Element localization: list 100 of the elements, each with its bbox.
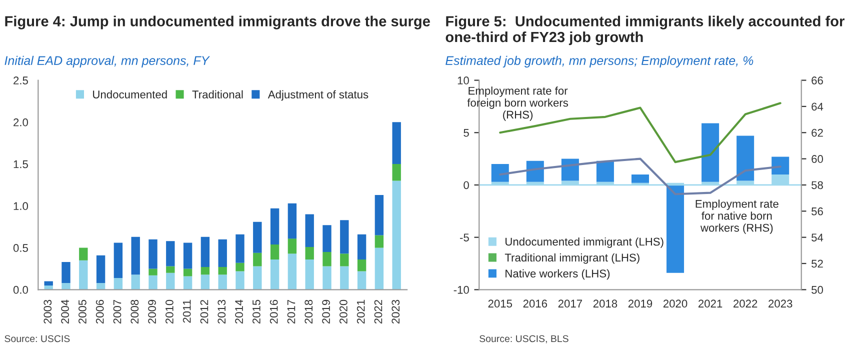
annotation: Employment rate for native born workers (RHS) [696, 200, 778, 234]
x-tick-label: 2015 [252, 300, 260, 324]
bar [166, 266, 175, 273]
y-tick-label: 1.0 [14, 202, 28, 210]
bar [183, 276, 192, 290]
bar [270, 244, 280, 260]
bar [374, 195, 384, 236]
x-tick-label: 2019 [322, 300, 330, 324]
line-series [499, 158, 782, 196]
bar [392, 164, 401, 181]
x-tick-label: 2010 [166, 300, 174, 324]
x-tick-label: 2013 [218, 300, 226, 324]
chart-title: Figure 5: Undocumented immigrants likely accounted for one-third of FY23 job growth [446, 16, 844, 46]
bar [322, 225, 332, 252]
x-tick-label: 2015 [488, 300, 512, 308]
y-tick-label: 10 [458, 76, 469, 84]
bar [736, 136, 754, 181]
x-tick-label: 2020 [663, 300, 688, 308]
x-tick-label: 2020 [340, 300, 348, 324]
x-tick-label: 2011 [182, 300, 191, 323]
bar [374, 235, 384, 248]
bar [392, 122, 401, 164]
bar [79, 248, 88, 260]
bar [322, 266, 332, 290]
bar [491, 164, 509, 182]
bar [131, 236, 140, 275]
bar [340, 220, 349, 254]
bar [666, 184, 684, 273]
bar [183, 242, 192, 269]
bar [218, 274, 227, 290]
legend-label: Traditional immigrant (LHS) [504, 253, 640, 264]
y-tick-label: -10 [454, 286, 469, 294]
x-tick-label: 2016 [270, 300, 278, 324]
x-tick-label: 2005 [78, 300, 86, 324]
bar [200, 236, 210, 268]
bar [236, 234, 244, 263]
bar [218, 267, 227, 275]
x-tick-label: 2018 [593, 300, 618, 308]
bar [44, 281, 53, 286]
x-tick-label: 2008 [130, 300, 139, 324]
y-tick-label: 0 [464, 181, 469, 190]
bar [253, 252, 262, 266]
bar [288, 203, 297, 239]
bar [253, 266, 262, 290]
bar [79, 260, 88, 290]
bar [183, 268, 192, 276]
x-tick-label: 2018 [304, 300, 313, 324]
y2-tick-label: 62 [812, 128, 823, 137]
legend-label: Native workers (LHS) [506, 269, 610, 280]
bar [526, 160, 544, 182]
y2-tick-label: 60 [812, 155, 824, 163]
bar [166, 272, 175, 290]
y-tick-label: -5 [460, 234, 469, 242]
legend-label: Undocumented [93, 90, 167, 98]
legend-label: Undocumented immigrant (LHS) [506, 237, 664, 248]
x-tick-label: 2004 [61, 300, 69, 324]
x-tick-label: 2003 [44, 300, 52, 324]
bar [62, 262, 70, 283]
bar [305, 246, 314, 260]
x-tick-label: 2016 [523, 300, 548, 308]
bar [357, 271, 366, 290]
y-tick-label: 0.5 [13, 244, 28, 252]
y2-tick-label: 64 [812, 102, 824, 111]
legend-label: Adjustment of status [268, 90, 368, 101]
x-tick-label: 2009 [148, 300, 156, 324]
bar [631, 174, 649, 183]
x-tick-label: 2023 [768, 300, 792, 308]
bar [148, 239, 158, 269]
y-tick-label: 5 [464, 129, 469, 137]
bar [392, 180, 401, 290]
bar [236, 262, 244, 272]
bar [561, 158, 579, 181]
bar [270, 208, 280, 244]
x-tick-label: 2022 [374, 300, 382, 324]
y2-tick-label: 52 [812, 260, 823, 268]
source-note: Source: USCIS [4, 335, 70, 342]
x-tick-label: 2007 [113, 300, 122, 324]
bar [200, 267, 210, 275]
y2-tick-label: 54 [812, 234, 824, 242]
bar [200, 274, 210, 290]
y-tick-label: 1.5 [14, 160, 28, 168]
bar [62, 282, 70, 290]
bar [114, 278, 123, 290]
bar [96, 255, 106, 283]
bar [166, 241, 175, 266]
x-tick-label: 2021 [356, 300, 365, 324]
bar [114, 242, 123, 278]
y2-tick-label: 66 [812, 76, 823, 84]
bar [253, 222, 262, 253]
y-tick-label: 2.5 [14, 76, 28, 84]
x-tick-label: 2014 [235, 300, 243, 324]
legend-label: Traditional [192, 90, 243, 98]
bar [131, 274, 140, 290]
bar [288, 254, 297, 290]
y-tick-label: 0.0 [13, 286, 28, 294]
bar [357, 260, 366, 272]
bar [148, 268, 158, 276]
y2-tick-label: 58 [812, 181, 823, 190]
y2-tick-label: 56 [812, 207, 823, 216]
bar [374, 248, 384, 290]
